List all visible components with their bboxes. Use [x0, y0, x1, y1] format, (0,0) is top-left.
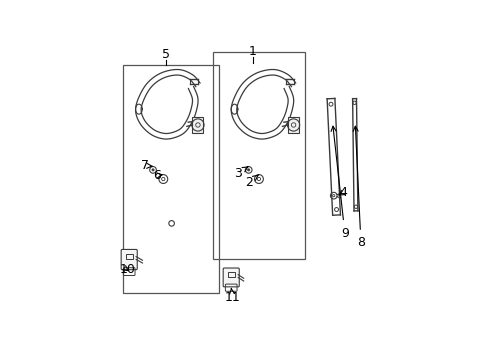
- Text: 4: 4: [338, 186, 346, 199]
- Text: 8: 8: [352, 126, 364, 249]
- Text: 9: 9: [330, 126, 348, 240]
- Text: 7: 7: [141, 159, 152, 172]
- FancyBboxPatch shape: [121, 249, 137, 270]
- Bar: [213, 51, 304, 260]
- Bar: [125, 254, 132, 260]
- Text: 11: 11: [224, 288, 240, 304]
- Text: 1: 1: [248, 45, 256, 58]
- Text: 2: 2: [244, 175, 258, 189]
- Bar: [123, 66, 218, 293]
- Circle shape: [152, 169, 154, 171]
- Text: 10: 10: [119, 264, 135, 276]
- Bar: [227, 272, 234, 278]
- FancyBboxPatch shape: [223, 268, 239, 287]
- Bar: [287, 117, 299, 132]
- Text: 5: 5: [162, 48, 170, 61]
- Bar: [192, 117, 203, 132]
- Circle shape: [247, 169, 249, 171]
- Text: 3: 3: [233, 167, 247, 180]
- Text: 6: 6: [153, 169, 162, 182]
